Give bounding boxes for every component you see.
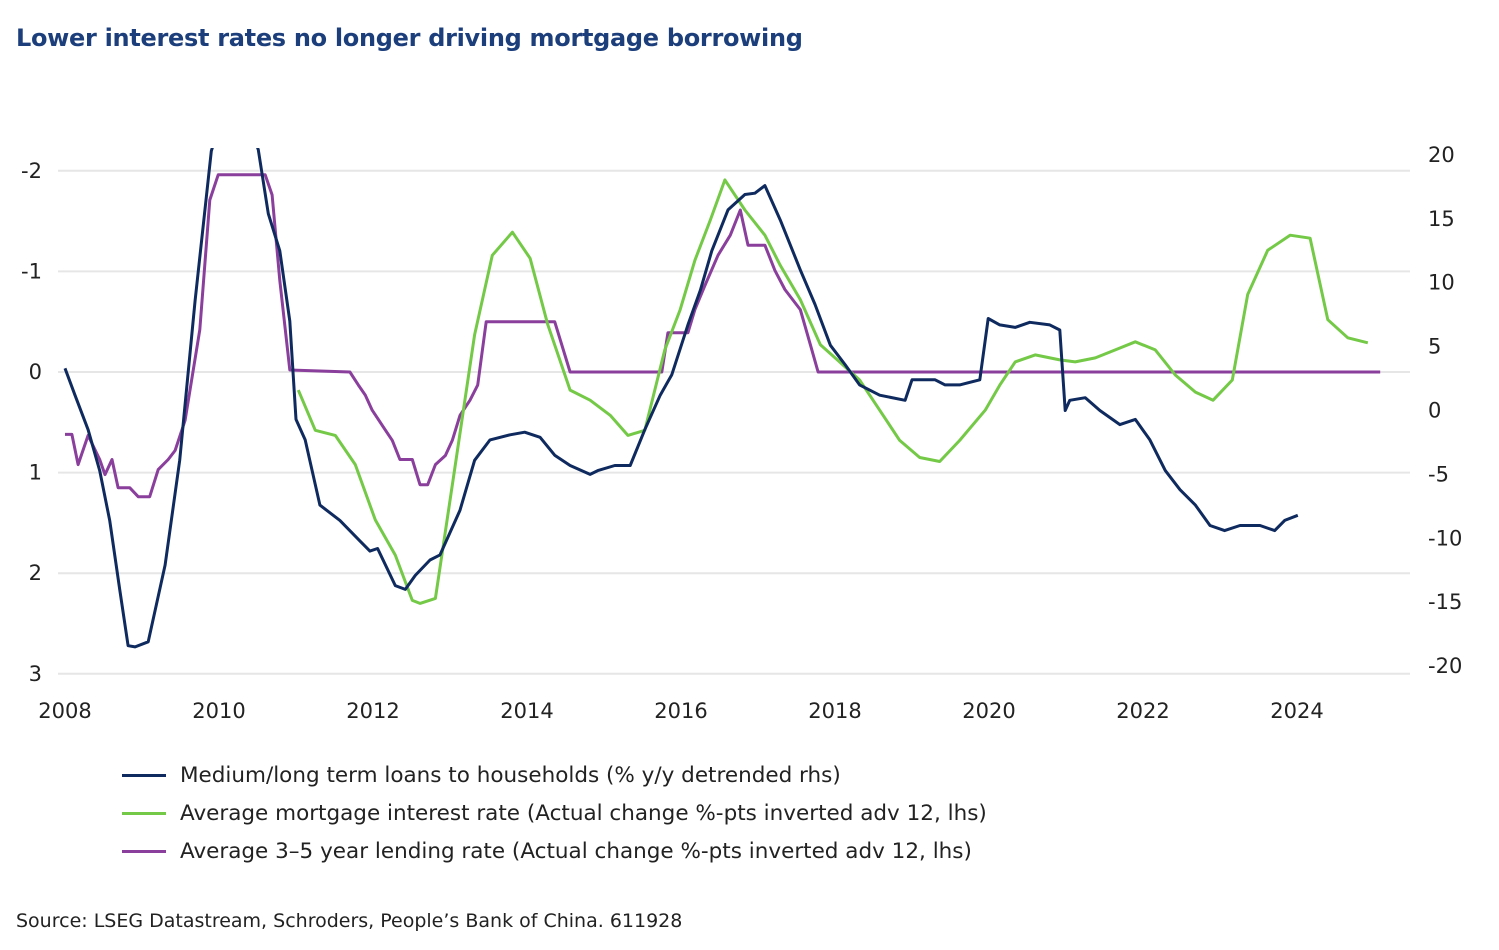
legend-label: Average 3–5 year lending rate (Actual ch…: [180, 838, 972, 864]
legend-label: Medium/long term loans to households (% …: [180, 762, 841, 788]
right-tick-label: -20: [1428, 654, 1462, 678]
x-tick-label: 2022: [1116, 699, 1169, 723]
legend-swatch-loans: [122, 773, 166, 777]
x-tick-label: 2018: [808, 699, 861, 723]
chart-title: Lower interest rates no longer driving m…: [16, 24, 803, 52]
series-lines: [63, 148, 1381, 649]
series-line-mortgage-rate: [296, 178, 1369, 605]
left-tick-label: 1: [29, 461, 42, 485]
legend: Medium/long term loans to households (% …: [122, 756, 987, 870]
x-tick-label: 2012: [346, 699, 399, 723]
x-tick-label: 2010: [192, 699, 245, 723]
legend-label: Average mortgage interest rate (Actual c…: [180, 800, 987, 826]
legend-swatch-lending-rate: [122, 849, 166, 853]
legend-item-lending-rate: Average 3–5 year lending rate (Actual ch…: [122, 832, 987, 870]
x-tick-label: 2008: [38, 699, 91, 723]
right-tick-label: 0: [1428, 399, 1441, 423]
x-tick-label: 2014: [500, 699, 553, 723]
legend-item-mortgage-rate: Average mortgage interest rate (Actual c…: [122, 794, 987, 832]
right-tick-label: 10: [1428, 271, 1455, 295]
right-tick-label: -10: [1428, 526, 1462, 550]
right-tick-label: 5: [1428, 335, 1441, 359]
legend-swatch-mortgage-rate: [122, 811, 166, 815]
left-tick-label: -2: [21, 159, 42, 183]
right-tick-label: 15: [1428, 207, 1455, 231]
left-axis: -2 -1 0 1 2 3: [21, 159, 42, 686]
left-tick-label: 2: [29, 561, 42, 585]
right-tick-label: -5: [1428, 462, 1449, 486]
left-tick-label: 3: [29, 662, 42, 686]
left-tick-label: 0: [29, 360, 42, 384]
right-tick-label: -15: [1428, 590, 1462, 614]
x-tick-label: 2020: [962, 699, 1015, 723]
x-tick-label: 2016: [654, 699, 707, 723]
x-tick-label: 2024: [1270, 699, 1323, 723]
legend-item-loans: Medium/long term loans to households (% …: [122, 756, 987, 794]
gridlines: [58, 169, 1410, 675]
right-axis: 20 15 10 5 0 -5 -10 -15 -20: [1428, 143, 1462, 678]
source-note: Source: LSEG Datastream, Schroders, Peop…: [16, 910, 683, 932]
series-line-loans: [63, 148, 1299, 649]
right-tick-label: 20: [1428, 143, 1455, 167]
x-axis: 2008 2010 2012 2014 2016 2018 2020 2022 2024: [38, 699, 1323, 723]
series-line-lending-rate: [65, 173, 1381, 499]
left-tick-label: -1: [21, 259, 42, 283]
